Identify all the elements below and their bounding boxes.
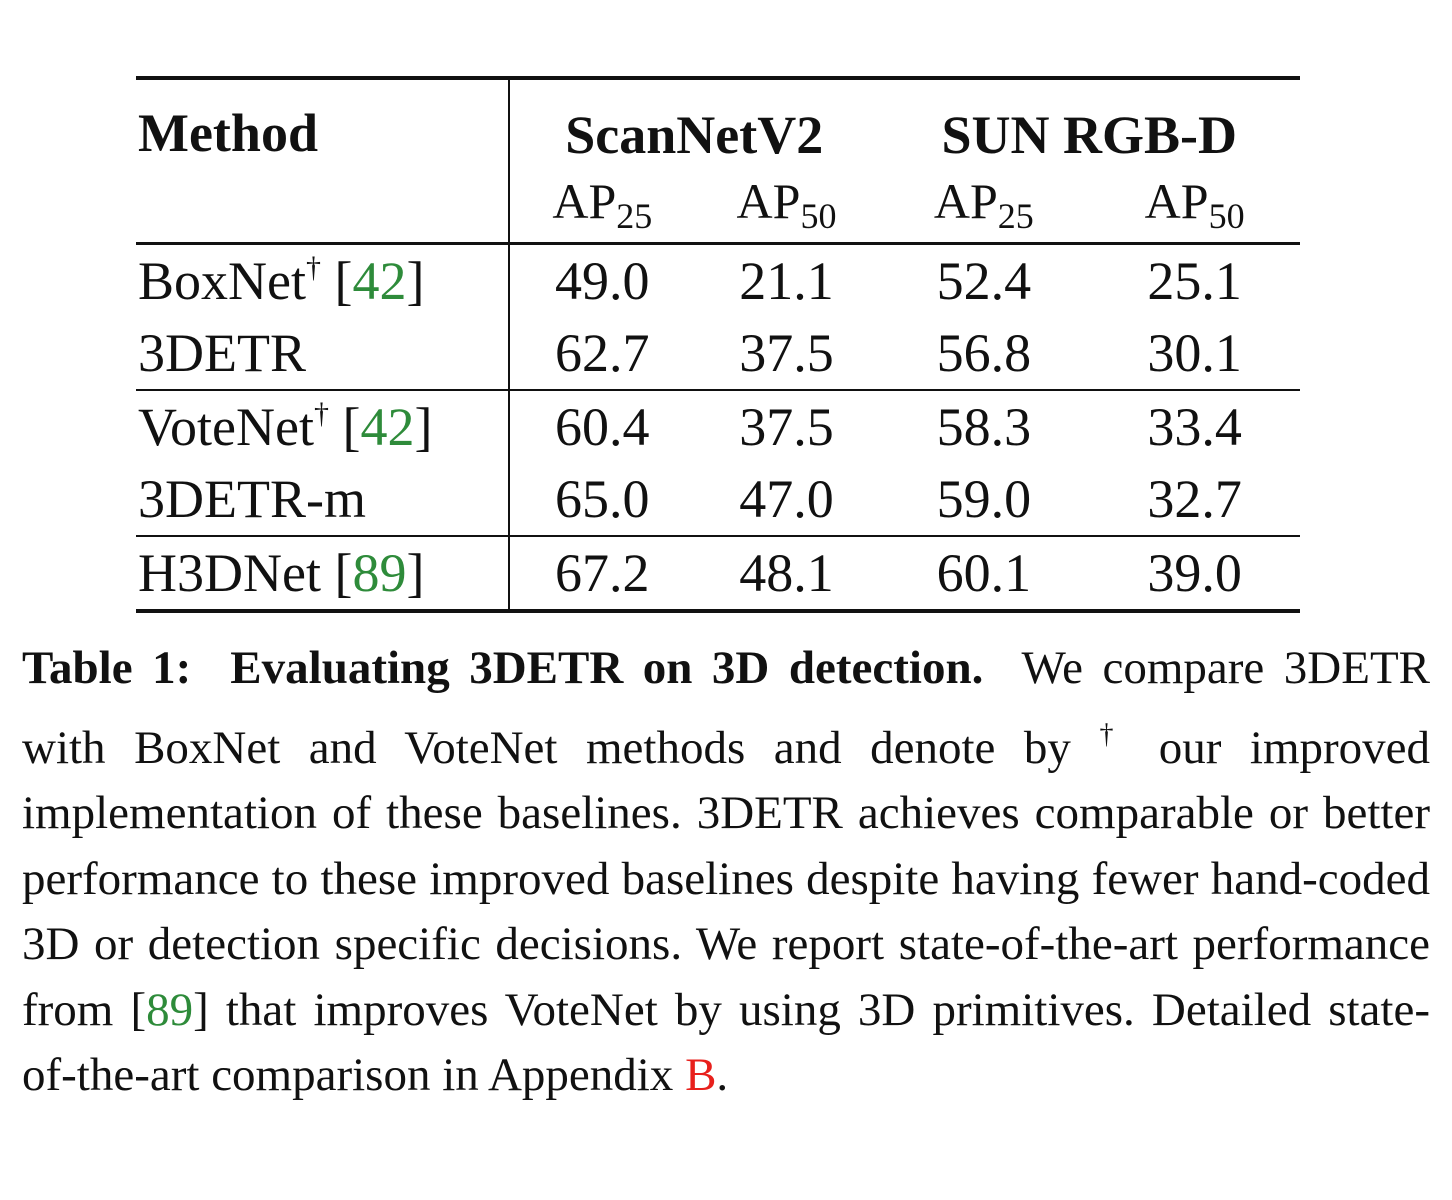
metric-header: AP25 xyxy=(552,172,653,236)
method-cell: VoteNet† [42] xyxy=(136,389,510,463)
citation-link[interactable]: 89 xyxy=(352,543,407,603)
table-row: 3DETR-m 65.0 47.0 59.0 32.7 xyxy=(136,463,1300,536)
value-cell: 37.5 xyxy=(739,323,834,383)
dagger-mark: † xyxy=(313,397,329,430)
table-row: VoteNet† [42] 60.4 37.5 58.3 33.4 xyxy=(136,389,1300,463)
table-caption: Table 1: Evaluating 3DETR on 3D detectio… xyxy=(22,642,1431,1102)
method-cell: 3DETR-m xyxy=(136,463,510,536)
group-header-scannet: ScanNetV2 xyxy=(565,105,824,165)
caption-label: Table 1: xyxy=(22,642,192,694)
metric-header: AP25 xyxy=(933,172,1034,236)
value-cell: 58.3 xyxy=(878,389,1090,463)
citation-link[interactable]: 89 xyxy=(146,983,194,1036)
method-cell: BoxNet† [42] xyxy=(136,243,510,317)
value-cell: 47.0 xyxy=(739,469,834,529)
citation-link[interactable]: 42 xyxy=(360,397,415,457)
appendix-link[interactable]: B xyxy=(685,1049,717,1101)
value-cell: 59.0 xyxy=(936,469,1032,529)
caption-text: that improves VoteNet by using 3D primit… xyxy=(22,983,1430,1102)
group-header-sunrgbd: SUN RGB-D xyxy=(941,105,1237,165)
results-table-container: Method ScanNetV2 SUN RGB-D AP25 AP50 AP2… xyxy=(136,76,1300,613)
citation-link[interactable]: 42 xyxy=(352,251,407,311)
table-row: BoxNet† [42] 49.0 21.1 52.4 25.1 xyxy=(136,243,1300,317)
value-cell: 39.0 xyxy=(1089,535,1300,611)
value-cell: 37.5 xyxy=(694,389,879,463)
method-header-label: Method xyxy=(138,103,318,163)
value-cell: 48.1 xyxy=(694,535,879,611)
table-row: H3DNet [89] 67.2 48.1 60.1 39.0 xyxy=(136,535,1300,611)
caption-title: Evaluating 3DETR on 3D detection. xyxy=(230,642,984,694)
value-cell: 65.0 xyxy=(555,469,650,529)
caption-text: our improved implementation of these bas… xyxy=(22,721,1431,1036)
results-table: Method ScanNetV2 SUN RGB-D AP25 AP50 AP2… xyxy=(136,76,1300,613)
value-cell: 56.8 xyxy=(936,323,1032,383)
method-cell: 3DETR xyxy=(136,317,510,390)
table-header-row-metrics: AP25 AP50 AP25 AP50 xyxy=(136,166,1300,244)
table-row: 3DETR 62.7 37.5 56.8 30.1 xyxy=(136,317,1300,390)
value-cell: 33.4 xyxy=(1089,389,1300,463)
method-header: Method xyxy=(136,78,510,244)
value-cell: 60.4 xyxy=(509,389,695,463)
value-cell: 49.0 xyxy=(555,251,650,311)
value-cell: 32.7 xyxy=(1147,469,1242,529)
caption-text: We compare 3DETR with BoxNet and VoteNet… xyxy=(22,642,1431,774)
value-cell: 62.7 xyxy=(555,323,650,383)
method-cell: H3DNet [89] xyxy=(136,535,510,611)
value-cell: 52.4 xyxy=(936,251,1032,311)
table-header-row-groups: Method ScanNetV2 SUN RGB-D xyxy=(136,78,1300,244)
dagger-mark: † xyxy=(306,251,321,284)
value-cell: 21.1 xyxy=(739,251,834,311)
caption-period: . xyxy=(716,1049,729,1101)
value-cell: 25.1 xyxy=(1147,251,1242,311)
dagger-mark: † xyxy=(1099,718,1131,750)
metric-header: AP50 xyxy=(1144,172,1245,236)
value-cell: 30.1 xyxy=(1147,323,1242,383)
metric-header: AP50 xyxy=(736,172,837,236)
value-cell: 60.1 xyxy=(878,535,1090,611)
value-cell: 67.2 xyxy=(509,535,695,611)
